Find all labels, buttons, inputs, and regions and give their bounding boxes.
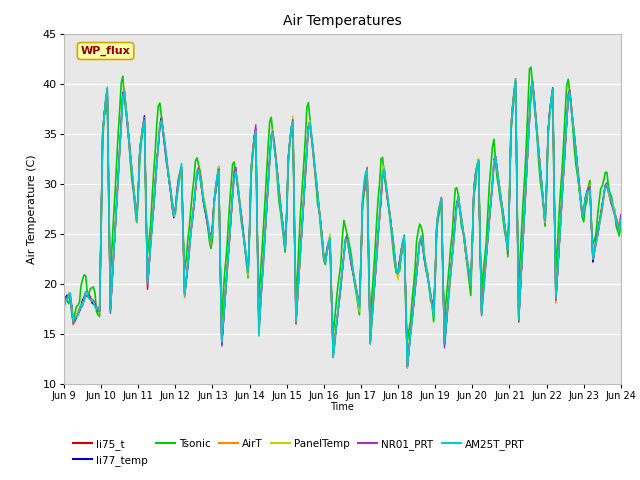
Tsonic — [76, 300, 83, 305]
Line: NR01_PRT: NR01_PRT — [64, 82, 621, 366]
li77_temp — [377, 195, 385, 201]
PanelTemp — [164, 162, 172, 168]
li75_t — [377, 197, 385, 203]
Tsonic — [396, 268, 403, 274]
li77_temp — [617, 216, 625, 222]
NR01_PRT — [396, 259, 403, 265]
PanelTemp — [512, 79, 520, 84]
PanelTemp — [404, 365, 412, 371]
li75_t — [410, 304, 417, 310]
Line: li77_temp: li77_temp — [64, 81, 621, 367]
AirT — [404, 361, 412, 367]
Tsonic — [410, 283, 417, 289]
NR01_PRT — [617, 212, 625, 217]
PanelTemp — [76, 306, 83, 312]
NR01_PRT — [404, 363, 412, 369]
Tsonic — [617, 223, 625, 228]
Tsonic — [404, 338, 412, 344]
AirT — [552, 300, 559, 306]
AirT — [164, 166, 172, 171]
PanelTemp — [617, 213, 625, 219]
li77_temp — [396, 257, 403, 263]
Line: li75_t: li75_t — [64, 81, 621, 368]
li77_temp — [410, 302, 417, 308]
NR01_PRT — [529, 79, 536, 85]
AM25T_PRT — [60, 302, 68, 308]
NR01_PRT — [377, 192, 385, 198]
PanelTemp — [396, 262, 403, 267]
AirT — [60, 296, 68, 301]
AirT — [512, 76, 520, 82]
AM25T_PRT — [512, 76, 520, 82]
PanelTemp — [552, 299, 559, 304]
Line: AirT: AirT — [64, 79, 621, 364]
Line: AM25T_PRT: AM25T_PRT — [64, 79, 621, 366]
NR01_PRT — [76, 306, 83, 312]
li77_temp — [552, 298, 559, 303]
NR01_PRT — [410, 301, 417, 307]
AM25T_PRT — [377, 191, 385, 196]
AirT — [617, 213, 625, 218]
Line: Tsonic: Tsonic — [64, 67, 621, 341]
Text: WP_flux: WP_flux — [81, 46, 131, 56]
NR01_PRT — [60, 297, 68, 302]
Legend: li75_t, li77_temp, Tsonic, AirT, PanelTemp, NR01_PRT, AM25T_PRT: li75_t, li77_temp, Tsonic, AirT, PanelTe… — [69, 435, 529, 470]
AM25T_PRT — [76, 307, 83, 313]
AM25T_PRT — [396, 262, 403, 267]
Tsonic — [60, 305, 68, 311]
li75_t — [164, 165, 172, 170]
PanelTemp — [377, 190, 385, 195]
X-axis label: Time: Time — [330, 402, 355, 412]
li75_t — [396, 258, 403, 264]
NR01_PRT — [164, 166, 172, 172]
AM25T_PRT — [617, 217, 625, 223]
AM25T_PRT — [552, 295, 559, 300]
li75_t — [552, 297, 559, 302]
Tsonic — [527, 64, 535, 70]
li77_temp — [512, 78, 520, 84]
PanelTemp — [410, 301, 417, 307]
AM25T_PRT — [164, 165, 172, 170]
PanelTemp — [60, 301, 68, 307]
AirT — [396, 262, 403, 267]
AirT — [76, 304, 83, 310]
li77_temp — [76, 309, 83, 314]
NR01_PRT — [552, 298, 559, 303]
Title: Air Temperatures: Air Temperatures — [283, 14, 402, 28]
li77_temp — [60, 298, 68, 303]
li75_t — [512, 78, 520, 84]
AirT — [410, 302, 417, 308]
AM25T_PRT — [410, 301, 417, 307]
li75_t — [404, 365, 412, 371]
AirT — [377, 194, 385, 200]
li77_temp — [404, 364, 412, 370]
li75_t — [617, 217, 625, 223]
Tsonic — [552, 266, 559, 272]
li75_t — [76, 308, 83, 314]
AM25T_PRT — [404, 363, 412, 369]
li77_temp — [164, 165, 172, 171]
Line: PanelTemp: PanelTemp — [64, 82, 621, 368]
li75_t — [60, 299, 68, 304]
Tsonic — [377, 156, 385, 162]
Tsonic — [164, 166, 172, 172]
Y-axis label: Air Temperature (C): Air Temperature (C) — [28, 154, 37, 264]
